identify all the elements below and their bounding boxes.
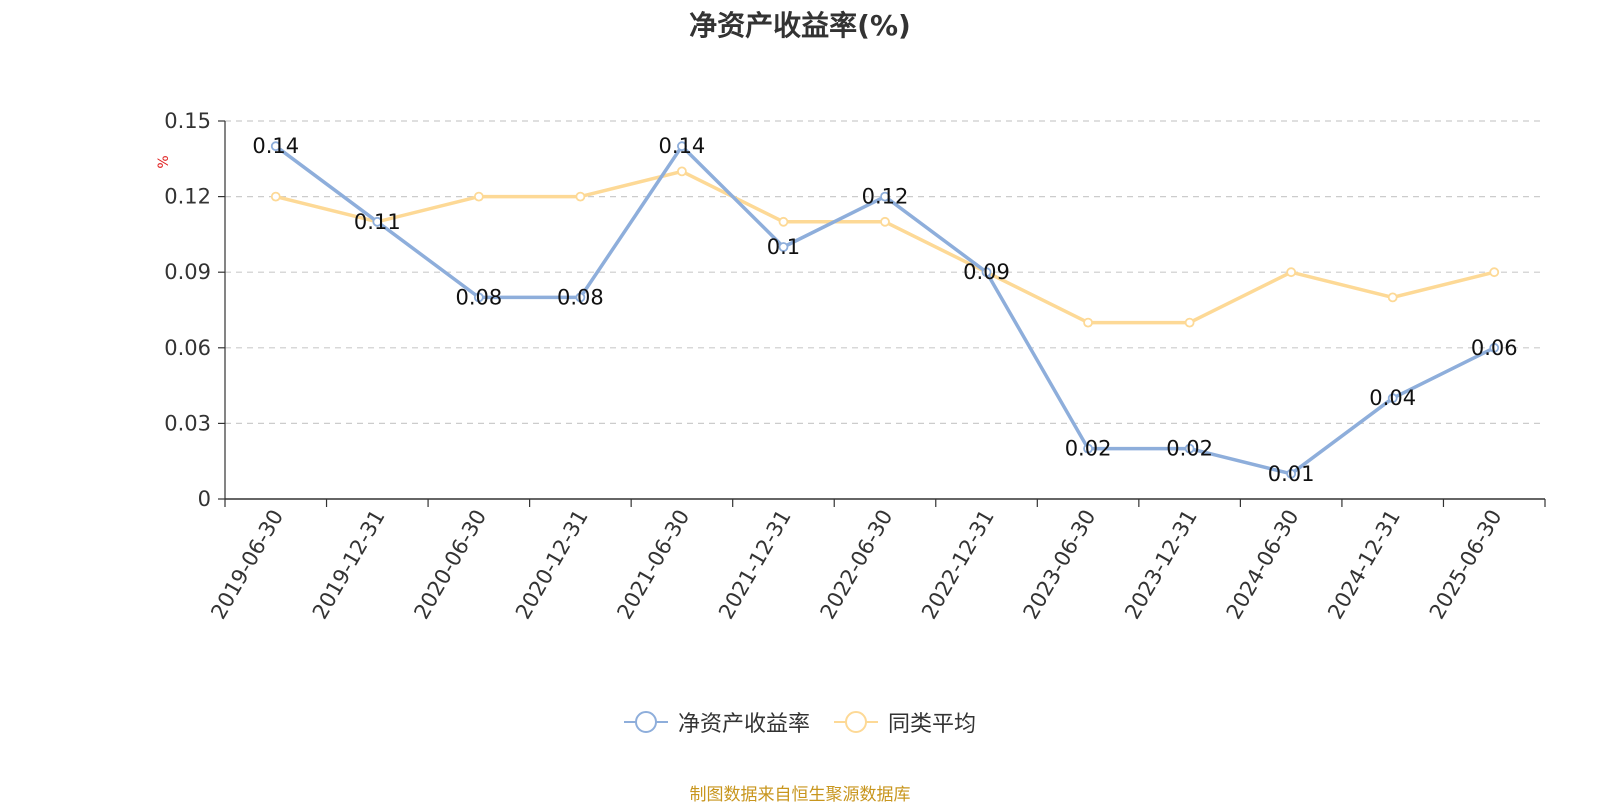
y-tick-label: 0.12	[164, 185, 211, 209]
x-tick-label: 2023-06-30	[1019, 506, 1101, 624]
legend-label: 同类平均	[888, 712, 977, 737]
line-chart: 0 0.03 0.06 0.09 0.12 0.15% 2019-06-30 2019-12-…	[156, 109, 1546, 624]
data-point	[981, 267, 992, 278]
legend: 净资产收益率 同类平均	[0, 706, 1600, 738]
x-tick-label: 2020-12-31	[511, 506, 593, 624]
legend-circle	[634, 711, 657, 733]
data-point	[677, 141, 687, 152]
data-point	[473, 191, 484, 202]
data-point	[575, 292, 586, 303]
data-label: 0.14	[659, 134, 706, 158]
data-label: 0.09	[963, 260, 1010, 284]
data-point	[270, 191, 281, 202]
data-point	[1387, 292, 1398, 303]
data-point	[778, 242, 789, 252]
data-point	[677, 166, 687, 177]
legend-circle	[845, 711, 867, 733]
data-label: 0.01	[1268, 462, 1315, 486]
data-point	[1387, 393, 1398, 404]
data-point	[270, 141, 281, 152]
x-tick-label: 2022-06-30	[816, 506, 898, 624]
data-label: 0.04	[1369, 386, 1416, 410]
legend-item[interactable]: 同类平均	[834, 706, 976, 738]
x-tick-label: 2024-06-30	[1222, 506, 1304, 624]
y-tick-label: 0.03	[164, 411, 211, 435]
y-axis-label: %	[156, 155, 172, 168]
y-tick-label: 0.15	[164, 109, 211, 133]
x-tick-label: 2023-12-31	[1120, 506, 1202, 624]
x-tick-label: 2025-06-30	[1425, 506, 1507, 624]
legend-label: 净资产收益率	[677, 712, 810, 737]
data-point	[1489, 342, 1500, 353]
data-point	[1083, 443, 1093, 454]
x-tick-label: 2019-06-30	[206, 506, 288, 624]
data-point	[1184, 317, 1195, 328]
y-tick-label: 0	[198, 487, 211, 511]
data-point	[1184, 443, 1195, 454]
data-label: 0.06	[1471, 336, 1518, 360]
data-point	[1083, 317, 1093, 328]
y-tick-label: 0.09	[164, 260, 211, 284]
data-label: 0.02	[1065, 437, 1112, 461]
data-point	[880, 216, 890, 227]
data-point	[1489, 267, 1500, 278]
x-tick-label: 2019-12-31	[308, 506, 390, 624]
x-tick-label: 2020-06-30	[409, 506, 491, 624]
data-point	[575, 191, 586, 202]
data-label: 0.08	[455, 285, 502, 309]
y-tick-label: 0.06	[164, 336, 211, 360]
data-label: 0.14	[252, 134, 299, 158]
legend-line-circle-icon	[834, 711, 878, 733]
chart-title: 净资产收益率(%)	[689, 9, 911, 42]
data-point	[372, 216, 383, 227]
data-point	[778, 216, 789, 227]
data-label: 0.08	[557, 285, 604, 309]
data-point	[880, 191, 890, 202]
data-label: 0.11	[354, 210, 401, 234]
x-tick-label: 2024-12-31	[1323, 506, 1405, 624]
x-tick-label: 2022-12-31	[917, 506, 999, 624]
data-point	[1286, 267, 1297, 278]
footer-source: 制图数据来自恒生聚源数据库	[689, 785, 911, 805]
data-label: 0.02	[1166, 437, 1213, 461]
data-point	[1286, 468, 1297, 479]
x-tick-label: 2021-12-31	[714, 506, 796, 624]
legend-line-circle-icon	[623, 711, 668, 733]
x-tick-label: 2021-06-30	[612, 506, 694, 624]
data-point	[473, 292, 484, 303]
data-label: 0.12	[862, 185, 909, 209]
legend-item[interactable]: 净资产收益率	[623, 706, 810, 738]
data-label: 0.1	[767, 235, 800, 259]
